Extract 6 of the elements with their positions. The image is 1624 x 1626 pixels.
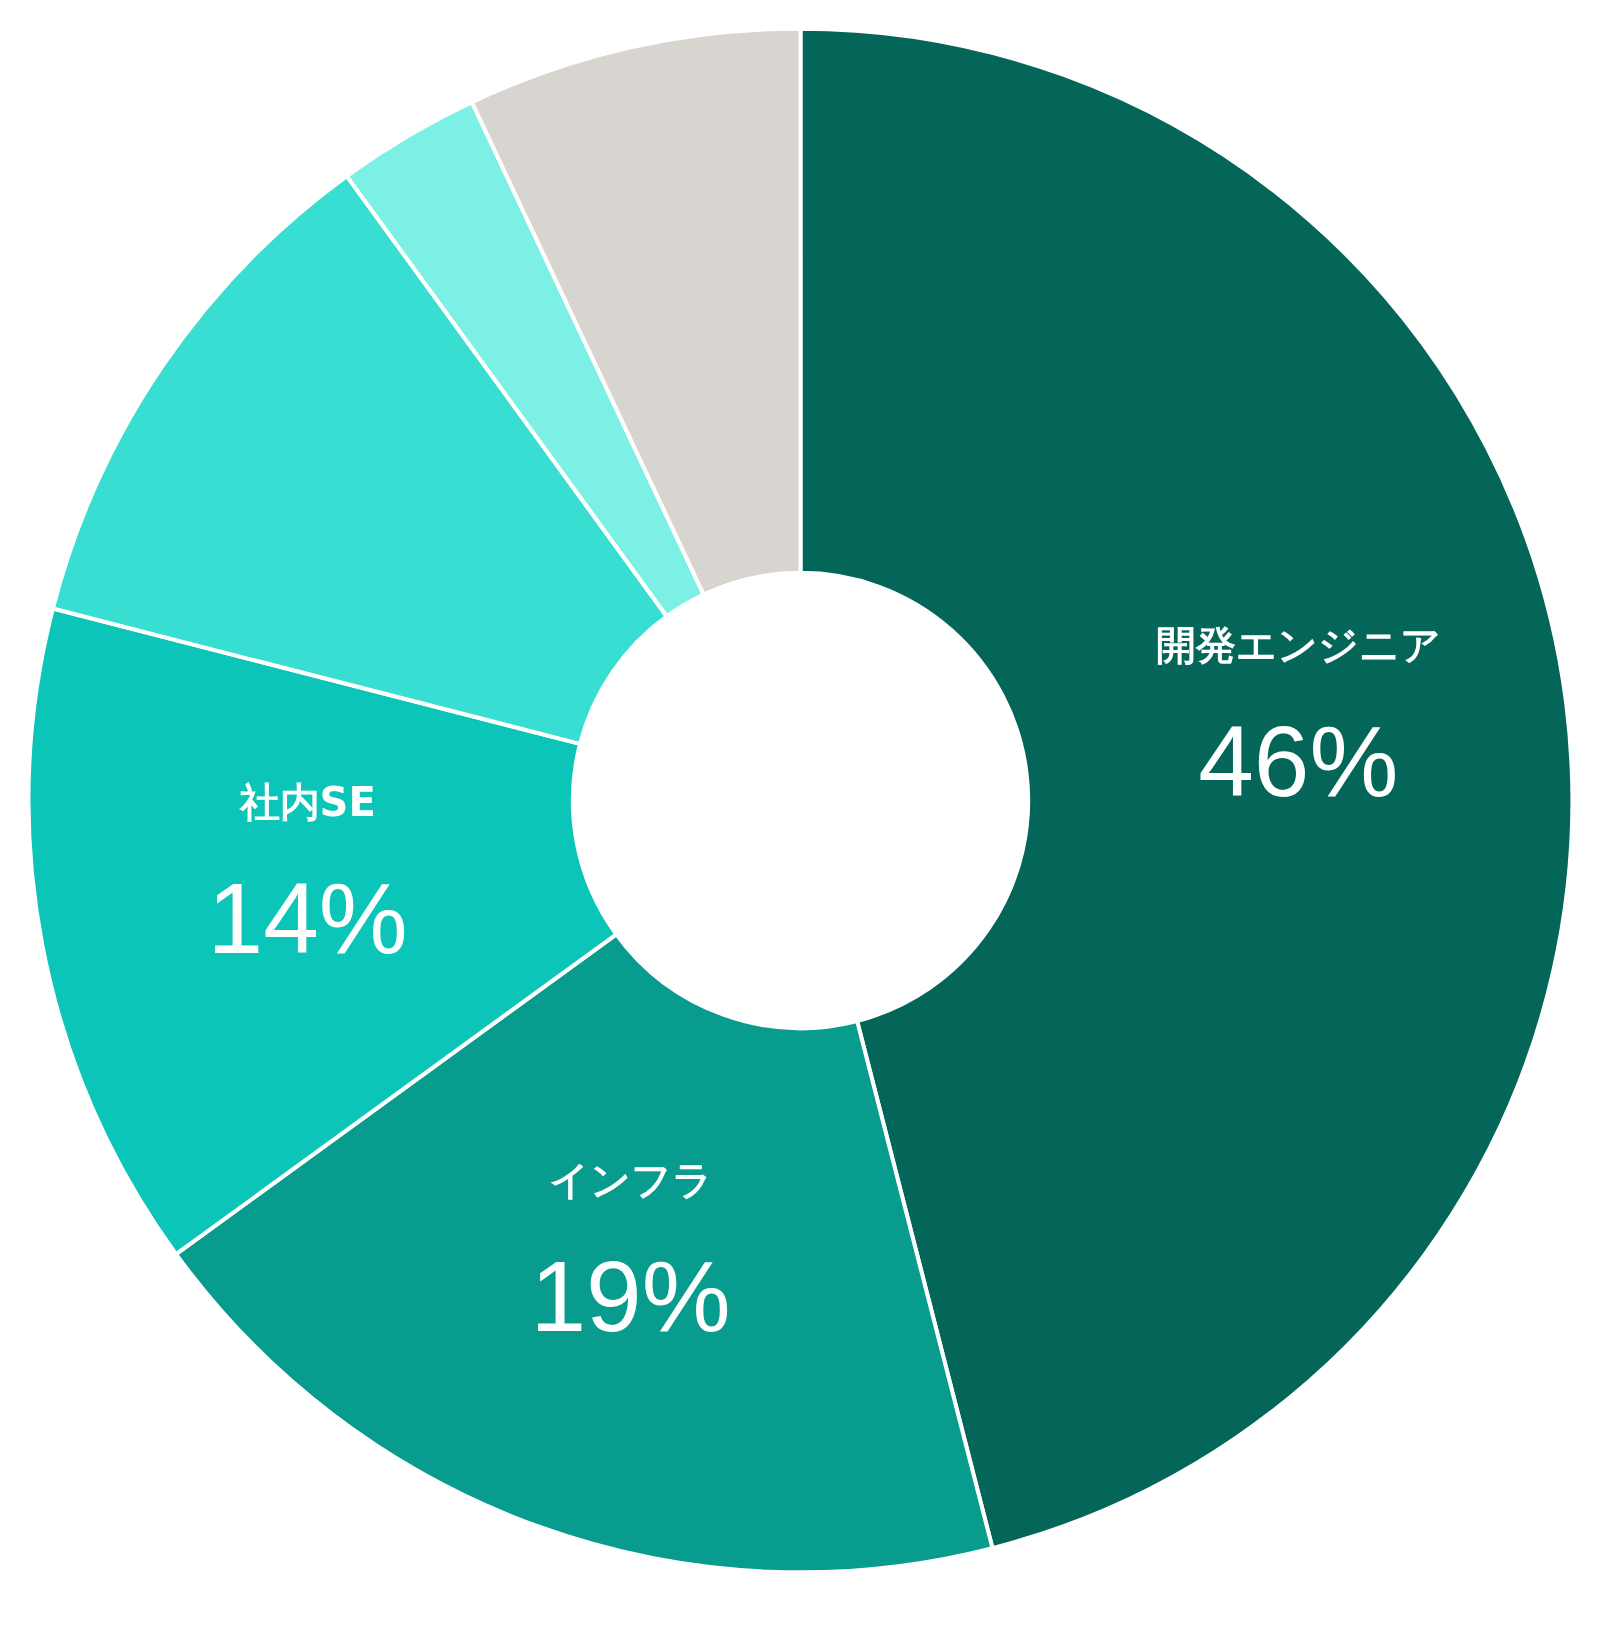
data-label: 14% [207,861,408,974]
slice-label: 社内SE [238,778,376,825]
slice-label: 開発エンジニア [1155,622,1441,668]
slice-label: インフラ [548,1156,713,1203]
data-label: 19% [530,1239,731,1352]
data-label: 46% [1198,704,1399,817]
